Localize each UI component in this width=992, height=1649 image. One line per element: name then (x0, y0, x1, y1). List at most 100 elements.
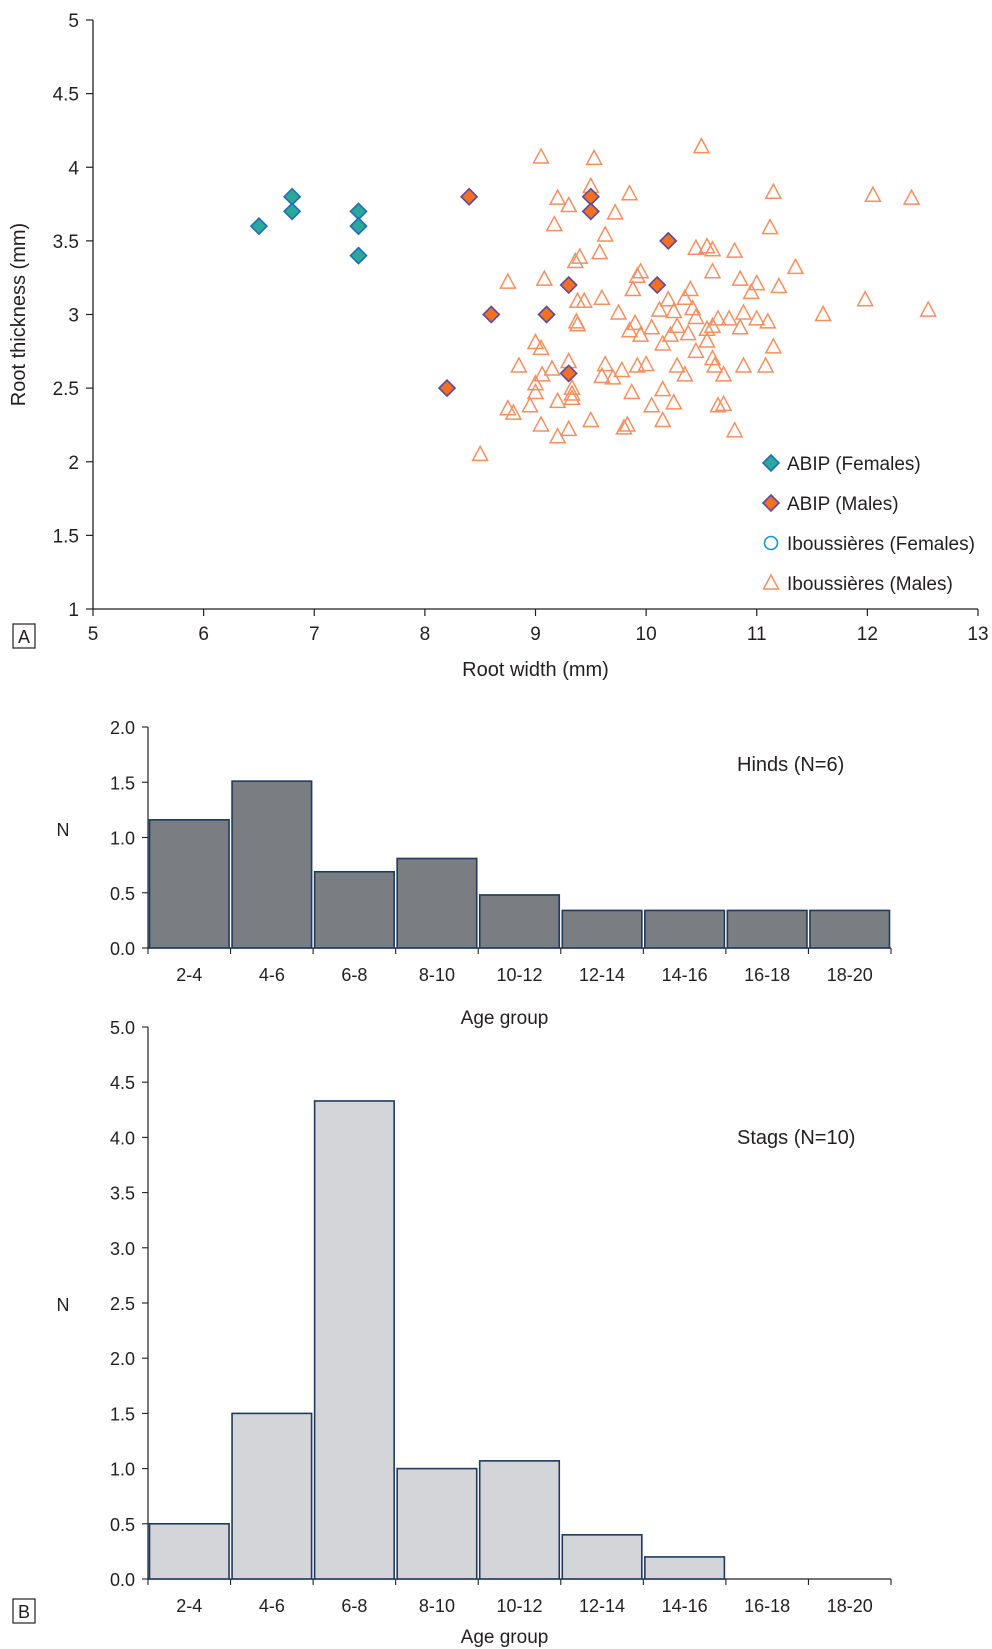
bar-10-12 (478, 894, 561, 949)
y-tick-label: 3.5 (53, 232, 79, 253)
category-label: 6-8 (341, 965, 367, 985)
data-point (604, 368, 622, 385)
data-point (720, 309, 738, 326)
y-tick-label: 3.0 (110, 1239, 135, 1259)
y-axis-title: N (57, 820, 70, 840)
bar-4-6 (231, 1412, 313, 1580)
data-point (665, 301, 683, 319)
data-point (581, 202, 600, 221)
series-abip-females (249, 187, 368, 265)
data-point (687, 238, 705, 255)
bar-6-8 (313, 1100, 395, 1580)
data-point (734, 356, 753, 373)
data-point (902, 188, 921, 205)
data-point (856, 290, 874, 307)
data-point (521, 396, 539, 413)
data-point (698, 319, 716, 336)
legend-marker (763, 535, 779, 551)
category-label: 18-20 (827, 1596, 873, 1616)
category-label: 4-6 (259, 1596, 285, 1616)
data-point (687, 307, 705, 325)
y-axis-title: Root thickness (mm) (8, 223, 30, 406)
data-point (742, 282, 760, 300)
data-point (563, 388, 581, 406)
category-label: 14-16 (662, 965, 708, 985)
y-tick-label: 4.0 (110, 1128, 135, 1148)
data-point (548, 188, 567, 205)
y-tick-label: 3 (68, 306, 79, 327)
data-point (703, 240, 722, 257)
data-point (676, 288, 694, 306)
data-point (620, 184, 639, 201)
legend-label: ABIP (Females) (787, 454, 921, 475)
data-point (532, 147, 550, 164)
scatter-panel-a: 5 6 7 8 9 10 11 12 13 1 1.5 2 2.5 3 3.5 4 4.5 5 Root width… (8, 11, 989, 681)
data-point (650, 300, 669, 317)
data-point (563, 384, 581, 401)
data-point (559, 195, 578, 213)
data-point (653, 380, 672, 397)
bar-14-16 (644, 909, 726, 949)
x-tick-label: 13 (967, 624, 988, 645)
data-point (665, 393, 683, 410)
y-tick-label: 3.5 (110, 1184, 135, 1204)
y-tick-label: 1 (68, 600, 79, 621)
y-tick-label: 2.5 (110, 1294, 135, 1314)
data-point (609, 303, 628, 320)
data-point (499, 272, 517, 289)
data-point (747, 273, 766, 291)
data-point (585, 148, 603, 166)
y-tick-label: 0.0 (110, 1570, 135, 1590)
data-point (731, 269, 749, 286)
chart-title: Stags (N=10) (737, 1127, 855, 1149)
x-tick-label: 10 (636, 624, 657, 645)
data-point (698, 331, 716, 348)
data-point (622, 382, 641, 400)
data-point (659, 231, 678, 251)
data-point (747, 309, 766, 326)
panel-label: A (18, 627, 30, 647)
data-point (349, 246, 368, 265)
data-point (679, 324, 697, 341)
y-tick-label: 0.0 (110, 939, 135, 959)
data-point (559, 364, 578, 383)
data-point (545, 215, 564, 232)
data-point (709, 309, 727, 326)
category-label: 12-14 (579, 965, 625, 985)
data-point (596, 225, 614, 242)
data-point (725, 421, 744, 438)
category-label: 16-18 (744, 965, 790, 985)
data-point (566, 251, 585, 269)
data-point (526, 374, 545, 391)
data-point (919, 300, 937, 317)
data-point (659, 290, 678, 307)
x-axis-title: Root width (mm) (462, 659, 609, 681)
category-label: 12-14 (579, 1596, 625, 1616)
data-point (590, 243, 609, 260)
data-point (437, 378, 457, 398)
data-point (575, 291, 593, 308)
category-label: 18-20 (827, 965, 873, 985)
legend-marker (762, 573, 780, 590)
bar-4-6 (231, 780, 313, 949)
bar-14-16 (644, 1556, 726, 1580)
chart-title: Hinds (N=6) (737, 754, 844, 776)
data-point (535, 269, 554, 286)
panel-label-box (12, 1598, 36, 1624)
data-point (681, 279, 700, 297)
data-point (648, 275, 667, 295)
x-tick-label: 9 (530, 624, 541, 645)
series-iboussi-res-males (471, 137, 937, 462)
data-point (559, 419, 578, 437)
y-tick-label: 1.5 (110, 1404, 135, 1424)
data-point (759, 312, 777, 329)
category-label: 10-12 (496, 965, 542, 985)
data-point (615, 418, 633, 435)
data-point (668, 316, 686, 334)
data-point (532, 415, 550, 432)
x-axis-title: Age group (461, 1627, 549, 1648)
data-point (786, 257, 805, 275)
data-point (631, 262, 650, 279)
bar-2-4 (148, 819, 230, 949)
data-point (563, 378, 581, 395)
